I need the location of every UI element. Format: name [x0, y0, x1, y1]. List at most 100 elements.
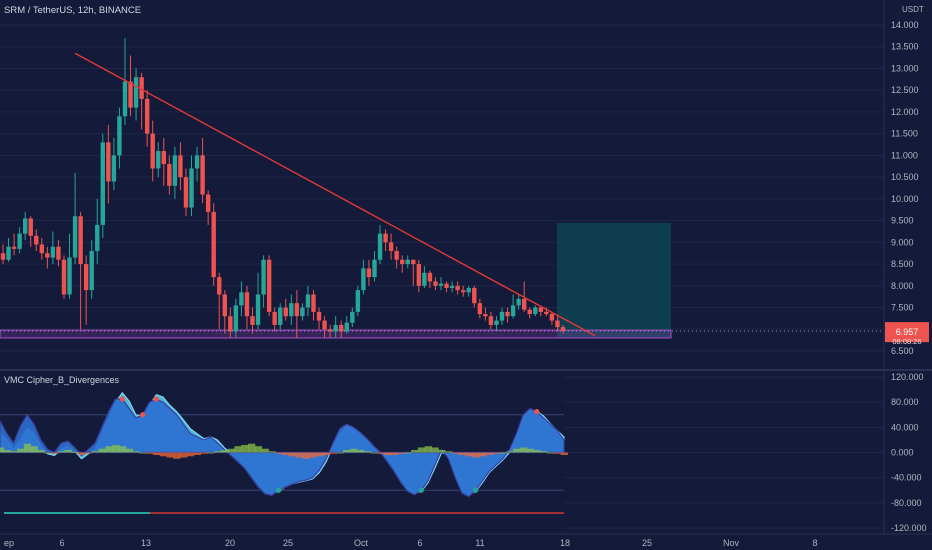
candle-body — [17, 233, 22, 249]
money-flow-bar — [370, 452, 378, 454]
indicator-tick-label: -120.000 — [891, 523, 927, 533]
indicator-axis[interactable]: 120.000 80.000 40.000 0.000 -40.000 -80.000 -1… — [883, 371, 927, 534]
signal-dot — [534, 409, 540, 415]
candle-body — [283, 307, 288, 317]
candle-body — [200, 155, 205, 195]
price-tick-label: 9.500 — [891, 216, 914, 226]
candle-body — [156, 151, 161, 169]
time-axis[interactable]: ep 6 13 20 25 Oct 6 11 18 25 Nov 8 — [0, 533, 932, 548]
candle-body — [427, 272, 433, 282]
candle-body — [106, 142, 111, 182]
candle-body — [549, 314, 555, 321]
candle-body — [355, 290, 361, 312]
candle-body — [527, 309, 532, 315]
money-flow-bar — [519, 447, 528, 453]
price-tick-label: 11.500 — [891, 129, 918, 139]
signal-dots — [119, 396, 540, 493]
candle-body — [72, 216, 78, 258]
candle-body — [233, 305, 239, 332]
chart-title: SRM / TetherUS, 12h, BINANCE — [4, 5, 141, 16]
candle-body — [178, 155, 183, 178]
money-flow-bar — [465, 452, 473, 457]
candle-body — [217, 277, 222, 295]
candle-body — [272, 311, 277, 325]
money-flow-bar — [560, 452, 568, 456]
candle-body — [167, 164, 172, 186]
candle-body — [0, 253, 6, 260]
price-tick-label: 7.500 — [891, 303, 914, 313]
currency-label: USDT — [902, 5, 924, 14]
money-flow-bar — [513, 448, 521, 453]
candle-body — [111, 155, 117, 182]
money-flow-bar — [152, 452, 161, 456]
candle-body — [34, 235, 39, 245]
money-flow-bar — [411, 449, 419, 453]
time-tick-label: 25 — [283, 538, 293, 548]
time-tick-label: 8 — [812, 538, 817, 548]
indicator-tick-label: 80.000 — [891, 397, 919, 407]
candle-body — [455, 285, 460, 291]
money-flow-bar — [44, 452, 52, 454]
candle-body — [388, 242, 394, 252]
money-flow-bar — [302, 452, 310, 459]
candle-body — [239, 292, 244, 306]
time-tick-label: 11 — [475, 538, 484, 548]
candle-body — [555, 320, 560, 328]
time-tick-label: 6 — [59, 538, 64, 548]
money-flow-bar — [458, 452, 466, 456]
candle-body — [505, 311, 510, 317]
money-flow-bar — [57, 451, 66, 453]
candle-body — [544, 311, 549, 315]
signal-dot — [119, 396, 125, 402]
money-flow-bar — [336, 452, 344, 454]
price-axis[interactable]: 14.000 13.500 13.000 12.500 12.000 11.500 11.0… — [883, 0, 929, 370]
candle-body — [394, 251, 399, 260]
candle-body — [261, 259, 266, 295]
money-flow-bar — [417, 447, 426, 453]
candle-body — [383, 233, 388, 243]
indicator-tick-label: 0.000 — [891, 448, 914, 458]
time-tick-label: 18 — [560, 538, 570, 548]
candle-body — [278, 307, 283, 325]
candle-body — [488, 316, 494, 325]
money-flow-bar — [485, 452, 494, 456]
wave-blue — [0, 398, 565, 498]
money-flow-bar — [343, 449, 351, 453]
time-tick-label: Nov — [723, 538, 740, 548]
price-pane[interactable] — [0, 24, 884, 352]
time-tick-label: 25 — [642, 538, 652, 548]
price-tick-label: 13.500 — [891, 42, 919, 52]
candle-body — [499, 311, 505, 321]
money-flow-bar — [288, 452, 297, 457]
money-flow-bar — [540, 451, 548, 453]
candle-body — [333, 324, 338, 332]
candle-body — [122, 81, 128, 117]
money-flow-bar — [139, 452, 147, 454]
money-flow-bar — [248, 443, 256, 453]
money-flow-bar — [492, 452, 500, 454]
money-flow-bar — [404, 452, 412, 454]
time-tick-label: 13 — [141, 538, 151, 548]
candle-body — [78, 216, 83, 265]
indicator-levels — [0, 376, 884, 529]
trendline[interactable] — [74, 52, 596, 337]
money-flow-bar — [383, 452, 392, 456]
money-flow-bar — [112, 444, 120, 453]
candle-body — [67, 257, 72, 295]
money-flow-bar — [132, 451, 140, 453]
money-flow — [0, 443, 568, 459]
indicator-pane[interactable] — [0, 376, 884, 529]
candle-body — [150, 133, 155, 169]
candle-body — [350, 311, 355, 323]
money-flow-bar — [275, 452, 283, 454]
money-flow-bar — [98, 448, 106, 453]
money-flow-bar — [3, 449, 11, 453]
money-flow-bar — [30, 446, 38, 453]
target-zone[interactable] — [557, 222, 671, 338]
money-flow-bar — [125, 448, 134, 453]
candle-body — [11, 246, 17, 249]
money-flow-bar — [322, 452, 331, 456]
candle-body — [39, 244, 45, 254]
candle-body — [521, 298, 527, 310]
